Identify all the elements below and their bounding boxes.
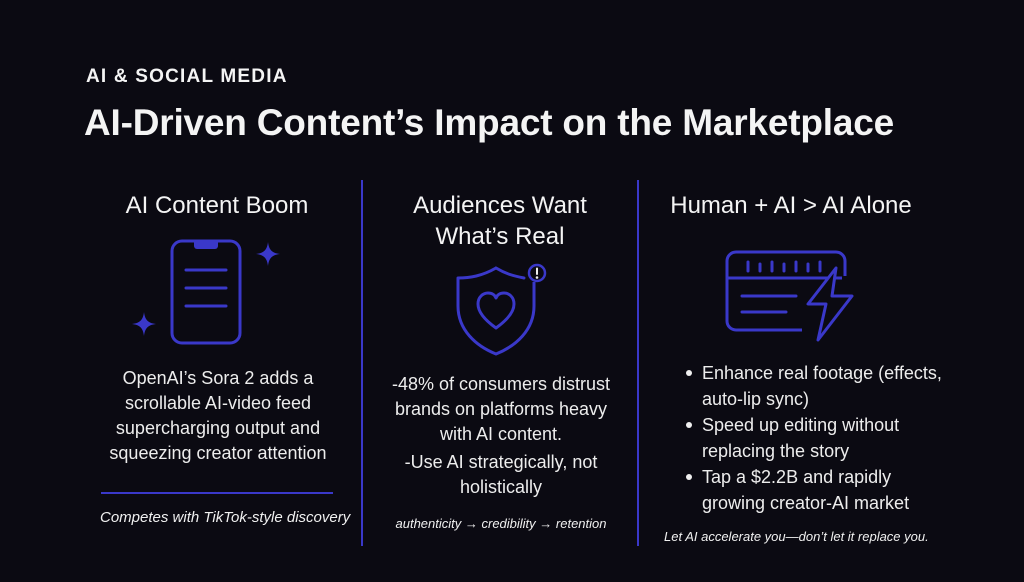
- feature-bullet-list: Enhance real footage (effects, auto-lip …: [684, 360, 954, 516]
- column-divider-2: [637, 180, 639, 546]
- column-audiences-want-real: Audiences Want What’s Real: [376, 185, 624, 252]
- column-heading: AI Content Boom: [125, 192, 309, 219]
- column-body-line-2: -Use AI strategically, not holistically: [404, 452, 598, 497]
- column-footnote: Let AI accelerate you—don’t let it repla…: [664, 529, 929, 544]
- eyebrow-label: AI & SOCIAL MEDIA: [86, 66, 288, 87]
- column-divider-1: [361, 180, 363, 546]
- column-underline: [101, 492, 333, 494]
- shield-heart-icon: [452, 260, 552, 360]
- list-item: Speed up editing without replacing the s…: [684, 412, 954, 464]
- column-footnote: authenticity → credibility → retention: [395, 516, 607, 531]
- column-body: OpenAI’s Sora 2 adds a scrollable AI-vid…: [109, 368, 327, 463]
- column-ai-content-boom: AI Content Boom: [86, 185, 348, 221]
- list-item: Enhance real footage (effects, auto-lip …: [684, 360, 954, 412]
- column-footnote: Competes with TikTok-style discovery: [100, 509, 351, 526]
- smartphone-sparkle-icon: [128, 236, 288, 348]
- film-lightning-icon: [724, 248, 858, 344]
- column-heading: Human + AI > AI Alone: [670, 192, 912, 219]
- page-title: AI-Driven Content’s Impact on the Market…: [84, 102, 894, 143]
- column-heading: Audiences Want What’s Real: [413, 192, 587, 250]
- list-item: Tap a $2.2B and rapidly growing creator-…: [684, 464, 954, 516]
- column-human-plus-ai: Human + AI > AI Alone: [652, 185, 930, 221]
- column-body-line-1: -48% of consumers distrust brands on pla…: [391, 374, 611, 444]
